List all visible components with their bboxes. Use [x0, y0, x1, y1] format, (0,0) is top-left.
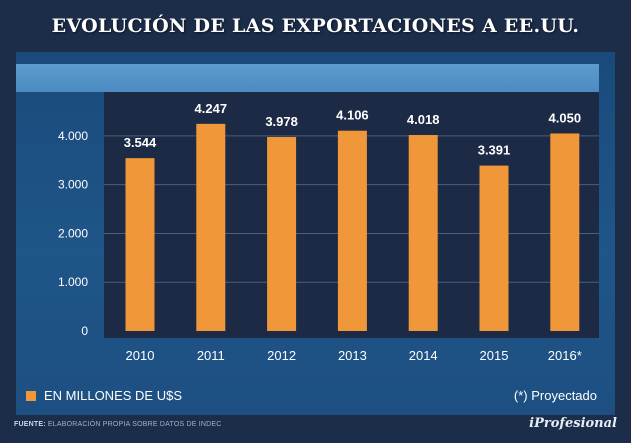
x-tick-label: 2011	[197, 348, 225, 363]
source-detail: ELABORACIÓN PROPIA SOBRE DATOS DE INDEC	[47, 421, 222, 428]
x-tick-labels: 2010 2011 2012 2013 2014 2015 2016*	[126, 348, 582, 363]
x-tick-label: 2015	[480, 348, 509, 363]
bar-2014	[408, 135, 438, 331]
source-label: FUENTE:	[14, 421, 46, 428]
source-text: FUENTE: ELABORACIÓN PROPIA SOBRE DATOS D…	[14, 421, 222, 428]
legend: EN MILLONES DE U$S	[26, 388, 182, 403]
footer	[0, 415, 631, 443]
y-tick-label: 0	[81, 324, 88, 338]
data-label: 3.391	[478, 143, 511, 158]
x-tick-label: 2016*	[548, 348, 582, 363]
data-label: 4.106	[336, 108, 369, 123]
bar-2012	[267, 136, 297, 331]
data-labels: 3.544 4.247 3.978 4.106 4.018 3.391 4.050	[124, 101, 581, 158]
y-tick-label: 4.000	[58, 129, 88, 143]
y-tick-label: 1.000	[58, 275, 88, 289]
bar-2011	[196, 123, 226, 332]
y-tick-label: 2.000	[58, 226, 88, 240]
chart-title: EVOLUCIÓN DE LAS EXPORTACIONES A EE.UU.	[51, 15, 580, 37]
bar-2015	[479, 165, 509, 331]
legend-label: EN MILLONES DE U$S	[44, 388, 182, 403]
bars	[125, 123, 580, 332]
projection-note: (*) Proyectado	[513, 388, 597, 403]
x-tick-label: 2013	[338, 348, 367, 363]
data-label: 4.247	[195, 101, 228, 116]
x-tick-label: 2012	[267, 348, 296, 363]
bar-2010	[125, 158, 155, 331]
y-tick-labels: 0 1.000 2.000 3.000 4.000	[58, 129, 88, 338]
data-label: 3.544	[124, 135, 157, 150]
bar-2016*	[550, 133, 580, 331]
legend-swatch	[26, 390, 36, 401]
data-label: 4.050	[549, 110, 582, 125]
data-label: 4.018	[407, 112, 440, 127]
x-tick-label: 2010	[126, 348, 155, 363]
data-label: 3.978	[265, 114, 298, 129]
brand-logo: iProfesional	[529, 416, 617, 431]
x-tick-label: 2014	[409, 348, 438, 363]
bar-2013	[337, 130, 367, 331]
panel-header-band	[16, 64, 599, 92]
y-tick-label: 3.000	[58, 178, 88, 192]
